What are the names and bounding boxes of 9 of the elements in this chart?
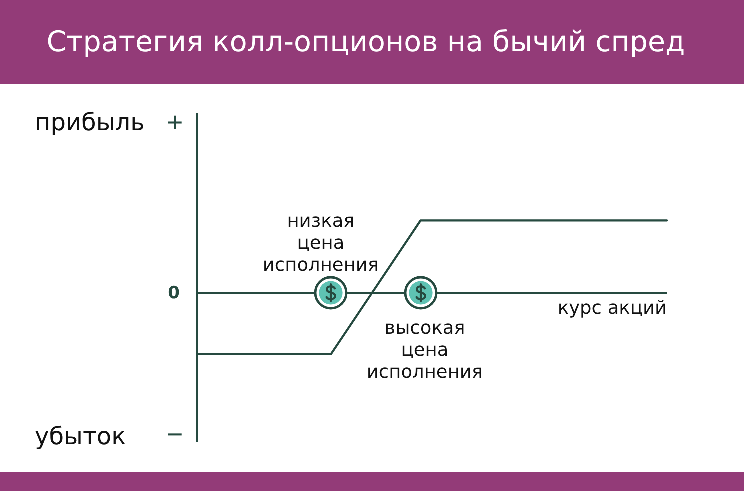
ref-line-label: 0 [168,284,180,304]
text: убыток [35,422,126,452]
chart-title: Стратегия колл-опционов на бычий спред [46,26,686,60]
annotation: высокая цена исполнения [366,318,484,384]
annotation: низкая цена исполнения [262,211,380,277]
text: − [166,419,184,450]
x-axis-title: курс акций [558,298,667,320]
text: + [166,107,184,138]
text: прибыль [35,108,145,138]
